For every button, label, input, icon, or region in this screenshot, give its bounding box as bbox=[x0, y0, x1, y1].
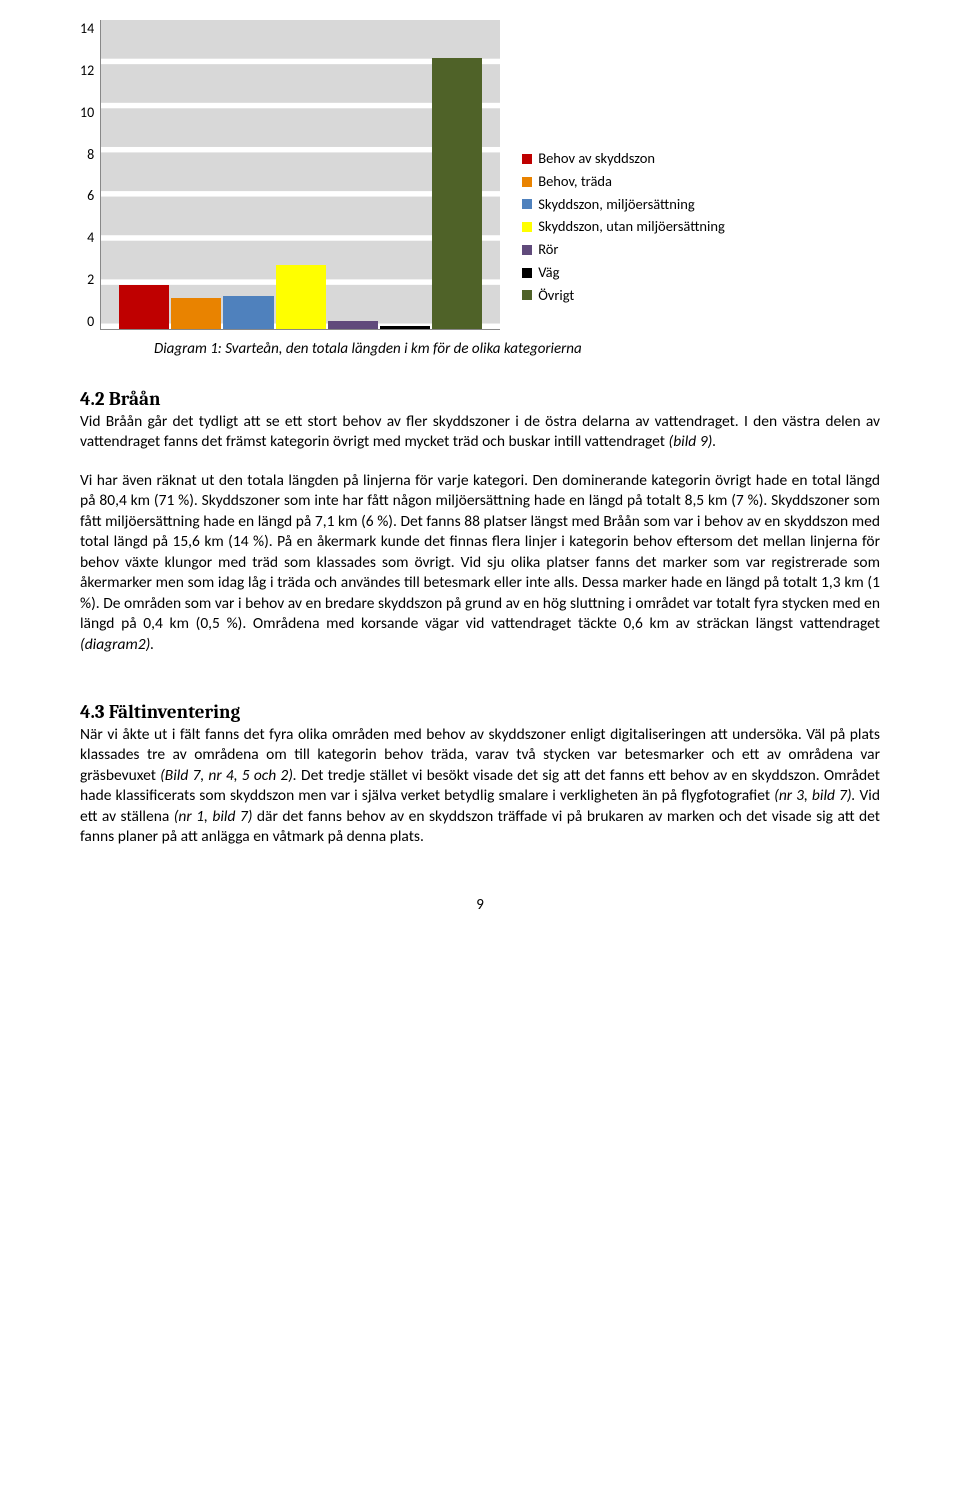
legend-swatch bbox=[522, 177, 532, 187]
legend-label: Behov av skyddszon bbox=[538, 148, 655, 170]
bar bbox=[119, 285, 169, 329]
y-tick: 6 bbox=[87, 187, 94, 204]
bar bbox=[223, 296, 273, 329]
chart-area: 14 12 10 8 6 4 2 0 bbox=[80, 20, 500, 330]
legend-label: Skyddszon, utan miljöersättning bbox=[538, 216, 725, 238]
legend-swatch bbox=[522, 290, 532, 300]
legend-item: Rör bbox=[522, 239, 725, 261]
chart-caption: Diagram 1: Svarteån, den totala längden … bbox=[154, 340, 880, 358]
y-tick: 10 bbox=[80, 104, 94, 121]
legend-item: Skyddszon, utan miljöersättning bbox=[522, 216, 725, 238]
legend-item: Väg bbox=[522, 262, 725, 284]
falt-para: När vi åkte ut i fält fanns det fyra oli… bbox=[80, 725, 880, 848]
chart-bars bbox=[101, 20, 500, 329]
legend-swatch bbox=[522, 154, 532, 164]
legend-swatch bbox=[522, 268, 532, 278]
y-tick: 2 bbox=[87, 271, 94, 288]
legend-item: Skyddszon, miljöersättning bbox=[522, 194, 725, 216]
y-tick: 0 bbox=[87, 313, 94, 330]
y-tick: 4 bbox=[87, 229, 94, 246]
legend-label: Rör bbox=[538, 239, 558, 261]
chart-legend: Behov av skyddszonBehov, trädaSkyddszon,… bbox=[522, 148, 725, 307]
legend-swatch bbox=[522, 199, 532, 209]
bar bbox=[276, 265, 326, 329]
bar bbox=[171, 298, 221, 329]
legend-label: Övrigt bbox=[538, 285, 574, 307]
y-tick: 8 bbox=[87, 146, 94, 163]
bar bbox=[380, 326, 430, 329]
legend-label: Behov, träda bbox=[538, 171, 612, 193]
legend-item: Behov, träda bbox=[522, 171, 725, 193]
braan-para-2: Vi har även räknat ut den totala längden… bbox=[80, 471, 880, 655]
legend-label: Skyddszon, miljöersättning bbox=[538, 194, 694, 216]
y-tick: 12 bbox=[80, 62, 94, 79]
page-number: 9 bbox=[80, 896, 880, 914]
legend-swatch bbox=[522, 222, 532, 232]
legend-item: Behov av skyddszon bbox=[522, 148, 725, 170]
bar bbox=[432, 58, 482, 329]
section-heading-braan: 4.2 Bråån bbox=[80, 388, 880, 410]
bar bbox=[328, 321, 378, 329]
legend-label: Väg bbox=[538, 262, 559, 284]
y-tick: 14 bbox=[80, 20, 94, 37]
legend-item: Övrigt bbox=[522, 285, 725, 307]
braan-para-1: Vid Bråån går det tydligt att se ett sto… bbox=[80, 412, 880, 453]
y-axis-ticks: 14 12 10 8 6 4 2 0 bbox=[80, 20, 100, 330]
legend-swatch bbox=[522, 245, 532, 255]
chart-plot bbox=[100, 20, 500, 330]
section-heading-falt: 4.3 Fältinventering bbox=[80, 701, 880, 723]
bar-chart: 14 12 10 8 6 4 2 0 Behov av skyddszonBehov, trä… bbox=[80, 20, 880, 330]
